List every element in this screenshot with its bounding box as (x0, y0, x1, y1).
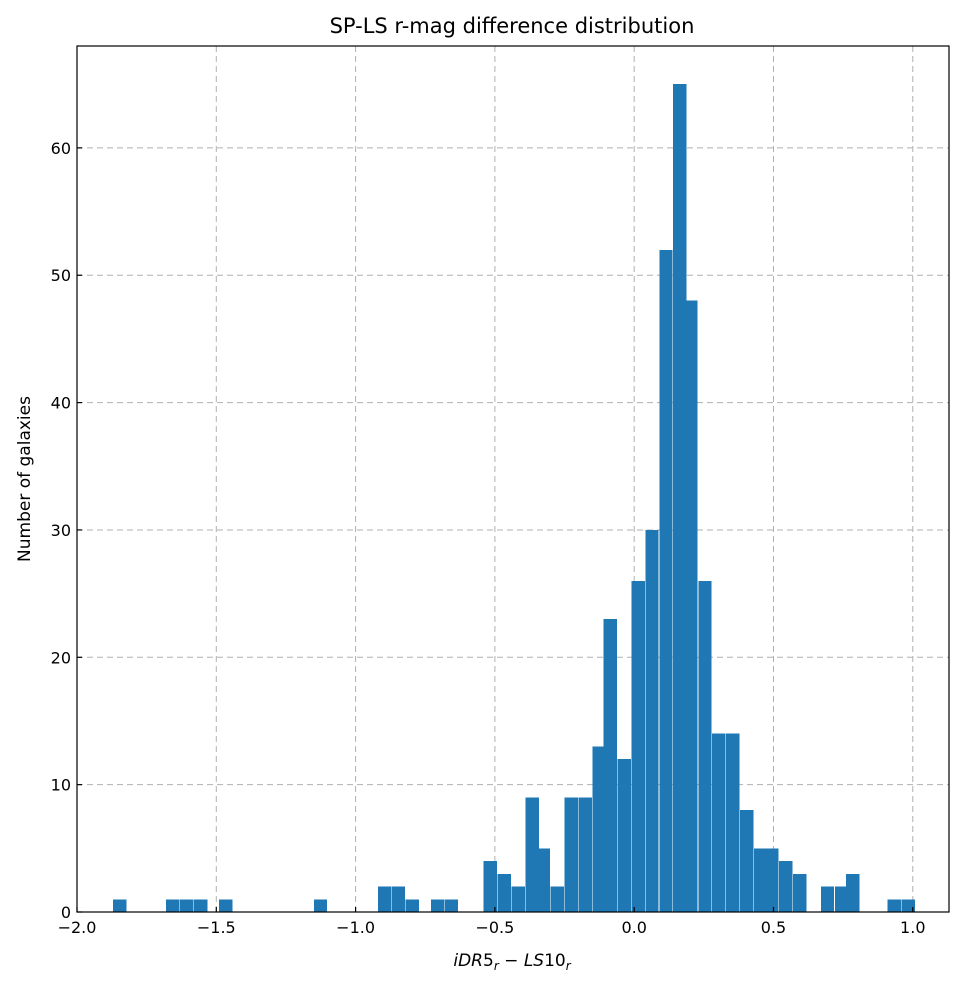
chart-title: SP-LS r-mag difference distribution (330, 14, 695, 38)
histogram-bar (180, 899, 194, 912)
histogram-bar (617, 759, 631, 912)
y-tick-label: 20 (51, 648, 71, 667)
histogram-bar (313, 899, 328, 912)
histogram-bar (377, 886, 392, 912)
x-tick-label: −0.5 (475, 918, 514, 937)
histogram-bar (525, 797, 539, 912)
y-tick-label: 30 (51, 521, 71, 540)
histogram-bar (219, 899, 233, 912)
histogram-bar (603, 619, 617, 912)
histogram-bar (765, 848, 779, 912)
histogram-bar (845, 873, 860, 912)
histogram-bars (113, 84, 916, 913)
histogram-bar (645, 529, 659, 912)
histogram-bar (820, 886, 835, 912)
histogram-bar (564, 797, 578, 912)
histogram-bar (659, 249, 673, 912)
x-tick-label: −1.5 (197, 918, 236, 937)
histogram-bar (779, 861, 793, 912)
axis-ticks: −2.0 −1.5 −1.0 −0.5 0.0 0.5 1.0 0 10 20 30 40 50 60 (51, 139, 926, 937)
histogram-bar (550, 886, 564, 912)
y-tick-label: 10 (51, 776, 71, 795)
histogram-bar (391, 886, 406, 912)
histogram-bar (536, 848, 551, 912)
plot-frame (76, 45, 950, 913)
y-tick-label: 0 (61, 903, 71, 922)
histogram-bar (887, 899, 902, 912)
x-tick-label: −1.0 (336, 918, 375, 937)
histogram-bar (483, 861, 498, 912)
y-tick-label: 40 (51, 394, 71, 413)
histogram-bar (712, 733, 726, 912)
y-tick-label: 60 (51, 139, 71, 158)
y-tick-label: 50 (51, 266, 71, 285)
histogram-bar (740, 810, 754, 912)
histogram-bar (444, 899, 459, 912)
histogram-bar (698, 580, 712, 912)
histogram-bar (166, 899, 180, 912)
histogram-bar (631, 580, 645, 912)
x-tick-label: 0.5 (761, 918, 786, 937)
histogram-bar (726, 733, 740, 912)
histogram-bar (511, 886, 525, 912)
histogram-bar (497, 873, 512, 912)
histogram-bar (753, 848, 768, 912)
histogram-bar (405, 899, 420, 912)
x-tick-label: −2.0 (58, 918, 97, 937)
histogram-bar (684, 300, 698, 912)
histogram-bar (578, 797, 592, 912)
histogram-bar (792, 873, 807, 912)
histogram-bar (592, 746, 606, 912)
histogram-bar (194, 899, 208, 912)
histogram-bar (901, 899, 916, 912)
y-axis-label: Number of galaxies (15, 396, 35, 562)
histogram-bar (673, 84, 687, 913)
histogram-bar (430, 899, 445, 912)
x-tick-label: 0.0 (621, 918, 646, 937)
histogram-bar (834, 886, 849, 912)
x-tick-label: 1.0 (900, 918, 925, 937)
x-axis-label: iDR5r − LS10r (453, 951, 571, 973)
histogram-bar (113, 899, 127, 912)
